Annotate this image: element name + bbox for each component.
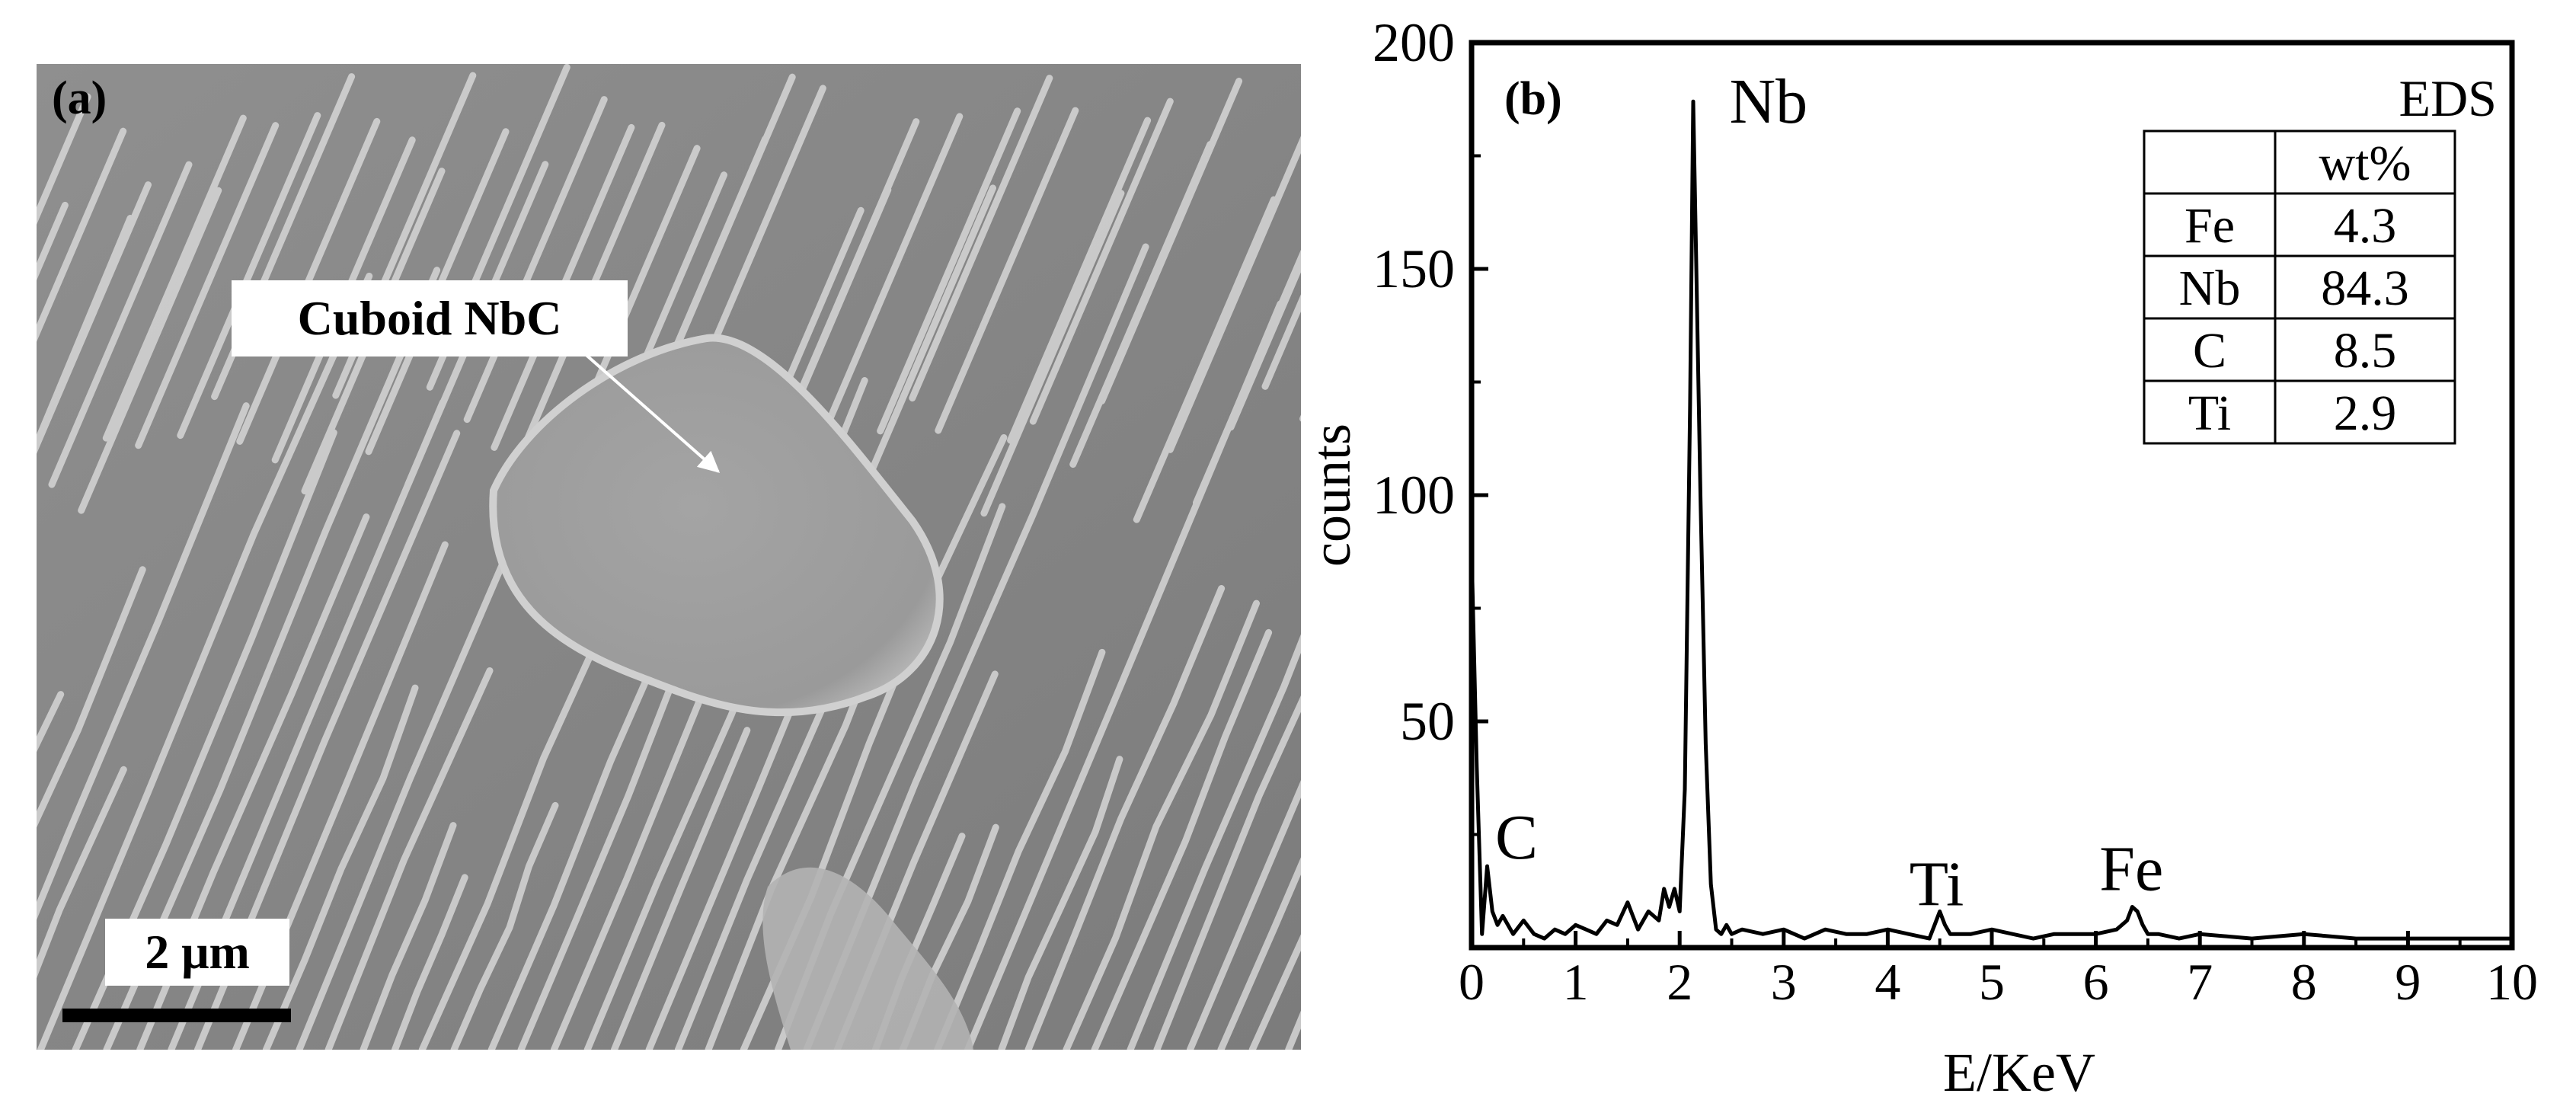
- lamella: [1166, 136, 1301, 453]
- lamella: [262, 684, 419, 1050]
- lamella: [517, 665, 682, 1050]
- x-tick-label: 10: [2486, 953, 2538, 1011]
- lamella: [819, 113, 964, 440]
- lamella: [37, 566, 146, 828]
- x-tick-label: 2: [1667, 953, 1692, 1011]
- lamella: [37, 201, 69, 281]
- y-tick-label: 200: [1373, 12, 1455, 73]
- series: [1469, 99, 2512, 941]
- x-tick-label: 3: [1771, 953, 1797, 1011]
- scale-bar-label: 2 μm: [105, 919, 289, 986]
- callout-label: Cuboid NbC: [232, 280, 628, 356]
- table-element: C: [2193, 323, 2226, 379]
- x-tick-label: 5: [1979, 953, 2005, 1011]
- lamella: [37, 273, 373, 1050]
- lamella: [852, 184, 996, 512]
- x-tick-label: 4: [1874, 953, 1900, 1011]
- lamella: [1098, 78, 1243, 404]
- sem-image: [37, 64, 1301, 1050]
- x-tick-label: 9: [2395, 953, 2421, 1011]
- lamella: [1153, 695, 1301, 1050]
- lamella: [980, 190, 1125, 517]
- x-axis-label: E/KeV: [1943, 1042, 2095, 1103]
- x-tick-label: 7: [2187, 953, 2213, 1011]
- lamella: [1186, 780, 1301, 1050]
- y-tick-label: 100: [1373, 465, 1455, 526]
- table-value: 4.3: [2334, 198, 2397, 254]
- table-value: 2.9: [2334, 385, 2397, 441]
- lamella: [450, 801, 559, 1050]
- x-ticks: 0 1 2 3 4 5 6 7 8 9 10: [1459, 931, 2538, 1011]
- lamella: [1227, 254, 1301, 431]
- y-ticks: 50 100 150 200: [1373, 12, 1488, 836]
- table-cell: [2143, 129, 2277, 195]
- lamella: [1007, 117, 1152, 444]
- sem-micrograph: (a) Cuboid NbC 2 μm: [37, 64, 1301, 1050]
- lamella: [37, 766, 127, 979]
- lamella: [877, 107, 1021, 435]
- lamella: [177, 112, 321, 440]
- lamella: [1217, 857, 1301, 1050]
- scale-bar: [62, 1009, 291, 1022]
- lamella: [611, 727, 751, 1050]
- eds-table: EDS wt% Fe 4.3 Nb 84.3 C 8.5 Ti 2.9: [2143, 69, 2497, 445]
- panel-a-label: (a): [52, 72, 107, 124]
- lamella: [102, 114, 247, 442]
- y-axis-label: counts: [1302, 424, 1362, 567]
- table-element: Fe: [2184, 198, 2235, 254]
- cuboid-nbc-particle: [489, 334, 944, 717]
- y-tick-label: 150: [1373, 238, 1455, 299]
- peak-labels: Nb C Ti Fe: [1495, 66, 2163, 919]
- x-tick-label: 0: [1459, 953, 1485, 1011]
- peak-label: Ti: [1910, 849, 1964, 920]
- lamella: [1261, 294, 1301, 390]
- table-title: EDS: [2399, 69, 2497, 127]
- y-tick-label: 50: [1400, 691, 1455, 752]
- peak-label: Nb: [1730, 66, 1808, 137]
- x-tick-label: 1: [1563, 953, 1589, 1011]
- spectrum-line: [1469, 99, 2512, 941]
- lamella: [1063, 599, 1260, 1050]
- table-value: 84.3: [2321, 261, 2409, 316]
- table-value: wt%: [2319, 136, 2411, 191]
- lamella: [1248, 934, 1301, 1050]
- lamella: [998, 756, 1123, 1050]
- lamella: [935, 107, 1079, 434]
- lamella: [934, 648, 1106, 1050]
- peak-label: C: [1495, 802, 1538, 873]
- lamella: [37, 181, 152, 454]
- lamella: [1029, 98, 1174, 425]
- lamella: [37, 93, 91, 225]
- lamella: [37, 402, 250, 920]
- table-element: Ti: [2188, 385, 2231, 441]
- lamella: [324, 667, 494, 1050]
- table-value: 8.5: [2334, 323, 2397, 379]
- eds-chart: 0 1 2 3 4 5 6 7 8 9 10 50 100 150 200 Nb C Ti Fe (b) E/K…: [1302, 12, 2538, 1103]
- lamella: [37, 127, 127, 342]
- lamella: [1127, 634, 1301, 1050]
- lamella: [1091, 628, 1273, 1050]
- lamella: [78, 187, 222, 514]
- bright-region: [762, 867, 973, 1050]
- panel-b-label: (b): [1504, 73, 1562, 125]
- peak-label: Fe: [2099, 834, 2163, 905]
- lamella: [909, 75, 1053, 402]
- lamella: [135, 122, 280, 449]
- lamella: [392, 874, 468, 1050]
- lamella: [360, 822, 457, 1050]
- lamella: [296, 504, 531, 1050]
- lamella: [1024, 585, 1226, 1050]
- lamella: [463, 96, 608, 424]
- lamella: [48, 161, 193, 488]
- x-tick-label: 8: [2291, 953, 2317, 1011]
- table-element: Nb: [2179, 261, 2241, 316]
- x-tick-label: 6: [2083, 953, 2109, 1011]
- table-cell: [2274, 379, 2456, 445]
